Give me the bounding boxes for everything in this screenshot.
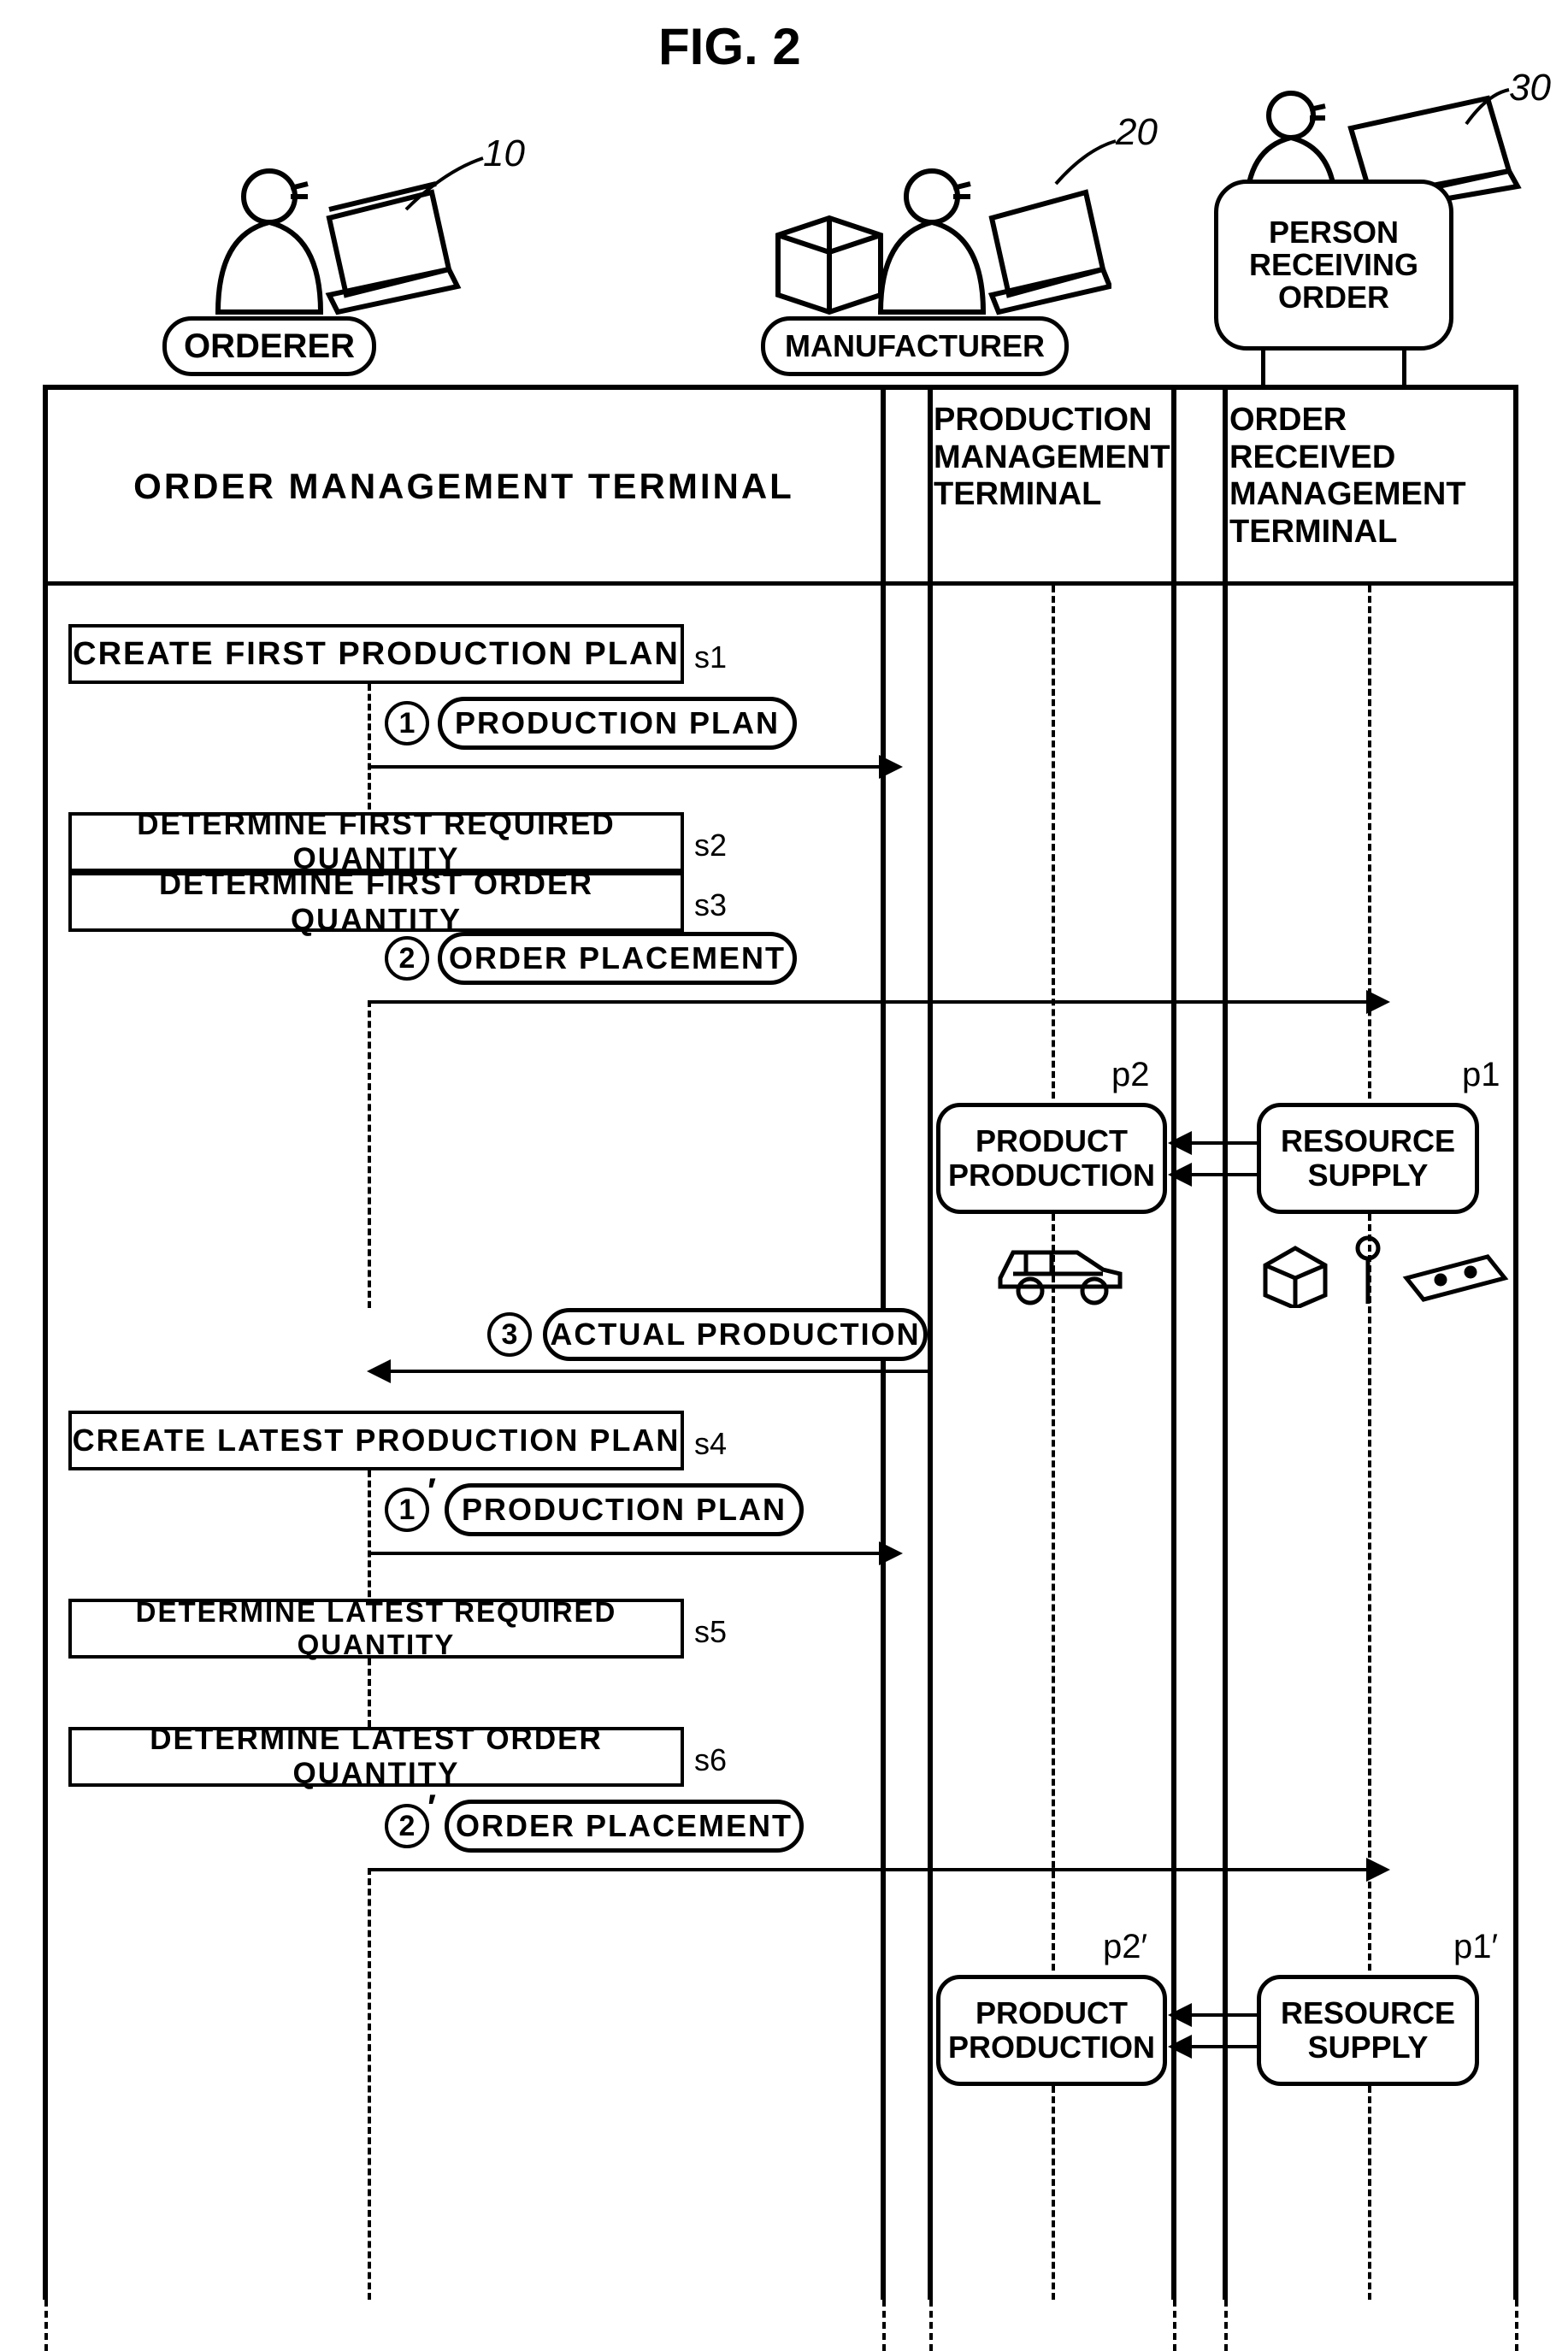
msg2p-prime: ′ bbox=[427, 1787, 436, 1828]
p2-arrow2a bbox=[1190, 2013, 1257, 2017]
ref-20: 20 bbox=[1116, 111, 1158, 154]
dash bbox=[44, 2300, 48, 2351]
msg1p-arrowhead bbox=[879, 1541, 903, 1565]
msg3-label: ACTUAL PRODUCTION bbox=[543, 1308, 928, 1361]
dash bbox=[1173, 2300, 1176, 2351]
connector-line bbox=[1402, 351, 1406, 385]
parts-icon bbox=[1257, 1231, 1513, 1308]
p-arrow1b bbox=[1190, 1173, 1257, 1176]
dash bbox=[929, 2300, 933, 2351]
lifeline-prod-3 bbox=[1052, 2086, 1055, 2300]
msg2p-label: ORDER PLACEMENT bbox=[445, 1800, 804, 1853]
msg3-arrowhead bbox=[367, 1359, 391, 1383]
lane-received-header: ORDER RECEIVED MANAGEMENT TERMINAL bbox=[1229, 402, 1512, 551]
step-s4-tag: s4 bbox=[694, 1426, 727, 1462]
lifeline-recv-3 bbox=[1368, 2086, 1371, 2300]
car-icon bbox=[992, 1231, 1129, 1308]
p2p-label: PRODUCT PRODUCTION bbox=[940, 1996, 1163, 2064]
actor-manufacturer-label: MANUFACTURER bbox=[761, 316, 1069, 376]
p2-arrow2a-head bbox=[1168, 2003, 1192, 2027]
msg2-number: 2 bbox=[385, 936, 429, 981]
msg1-label: PRODUCTION PLAN bbox=[438, 697, 797, 750]
ref-callout-30 bbox=[1462, 85, 1513, 128]
lifeline-order-4 bbox=[368, 1659, 371, 1727]
msg3-arrow-line bbox=[389, 1370, 929, 1373]
lane-production-header: PRODUCTION MANAGEMENT TERMINAL bbox=[934, 402, 1169, 514]
dash bbox=[1515, 2300, 1518, 2351]
diagram-canvas: FIG. 2 bbox=[0, 0, 1568, 2351]
msg3-number: 3 bbox=[487, 1312, 532, 1357]
connector-line bbox=[1261, 351, 1265, 385]
ref-callout-10 bbox=[402, 154, 487, 214]
p2-box: PRODUCT PRODUCTION bbox=[936, 1103, 1167, 1214]
p-arrow1a bbox=[1190, 1141, 1257, 1145]
lifeline-prod bbox=[1052, 586, 1055, 1099]
step-s6: DETERMINE LATEST ORDER QUANTITY bbox=[68, 1727, 684, 1787]
p2-label: PRODUCT PRODUCTION bbox=[940, 1124, 1163, 1192]
msg1-number: 1 bbox=[385, 701, 429, 745]
dash bbox=[1224, 2300, 1228, 2351]
lifeline-prod-2 bbox=[1052, 1214, 1055, 1971]
p1p-tag: p1′ bbox=[1453, 1928, 1498, 1966]
msg1p-arrow-line bbox=[369, 1552, 881, 1555]
p2-arrow2b-head bbox=[1168, 2035, 1192, 2059]
lane-v2b bbox=[928, 385, 933, 2300]
lane-hdr-sep bbox=[43, 581, 1513, 586]
p2-arrow2b bbox=[1190, 2045, 1257, 2048]
lane-v4 bbox=[1513, 385, 1518, 2300]
lane-order-header: ORDER MANAGEMENT TERMINAL bbox=[51, 466, 876, 507]
figure-title: FIG. 2 bbox=[658, 17, 801, 76]
p1-label: RESOURCE SUPPLY bbox=[1261, 1124, 1475, 1192]
lifeline-order-3 bbox=[368, 1470, 371, 1607]
ref-10: 10 bbox=[483, 133, 525, 175]
msg1p-prime: ′ bbox=[427, 1470, 436, 1511]
step-s2-tag: s2 bbox=[694, 828, 727, 863]
actor-orderer-label: ORDERER bbox=[162, 316, 376, 376]
msg2p-arrowhead bbox=[1366, 1858, 1390, 1882]
step-s2: DETERMINE FIRST REQUIRED QUANTITY bbox=[68, 812, 684, 872]
lifeline-recv bbox=[1368, 586, 1371, 1099]
p2-tag: p2 bbox=[1111, 1056, 1150, 1094]
p1-tag: p1 bbox=[1462, 1056, 1500, 1094]
step-s5-tag: s5 bbox=[694, 1614, 727, 1650]
lifeline-order-5 bbox=[368, 1868, 371, 2300]
lifeline-order-2 bbox=[368, 1000, 371, 1308]
step-s3-tag: s3 bbox=[694, 887, 727, 923]
p2p-tag: p2′ bbox=[1103, 1928, 1147, 1966]
msg2p-number: 2 bbox=[385, 1804, 429, 1848]
lane-top-border bbox=[43, 385, 1513, 390]
step-s3: DETERMINE FIRST ORDER QUANTITY bbox=[68, 872, 684, 932]
msg2p-arrow-line bbox=[369, 1868, 1368, 1871]
lane-v3b bbox=[1223, 385, 1228, 2300]
dash bbox=[882, 2300, 886, 2351]
p2p-box: PRODUCT PRODUCTION bbox=[936, 1975, 1167, 2086]
step-s5: DETERMINE LATEST REQUIRED QUANTITY bbox=[68, 1599, 684, 1659]
msg2-arrowhead bbox=[1366, 990, 1390, 1014]
msg1p-number: 1 bbox=[385, 1488, 429, 1532]
p1p-box: RESOURCE SUPPLY bbox=[1257, 1975, 1479, 2086]
ref-30: 30 bbox=[1509, 67, 1551, 109]
msg1-arrow-line bbox=[369, 765, 881, 769]
p1-box: RESOURCE SUPPLY bbox=[1257, 1103, 1479, 1214]
p-arrow1a-head bbox=[1168, 1131, 1192, 1155]
ref-callout-20 bbox=[1052, 137, 1120, 188]
step-s1-tag: s1 bbox=[694, 639, 727, 675]
step-s4: CREATE LATEST PRODUCTION PLAN bbox=[68, 1411, 684, 1470]
p-arrow1b-head bbox=[1168, 1163, 1192, 1187]
p1p-label: RESOURCE SUPPLY bbox=[1261, 1996, 1475, 2064]
step-s6-tag: s6 bbox=[694, 1742, 727, 1778]
msg1p-label: PRODUCTION PLAN bbox=[445, 1483, 804, 1536]
msg2-arrow-line bbox=[369, 1000, 1368, 1004]
msg1-arrowhead bbox=[879, 755, 903, 779]
actor-receiver-text: PERSON RECEIVING ORDER bbox=[1227, 216, 1441, 313]
step-s1: CREATE FIRST PRODUCTION PLAN bbox=[68, 624, 684, 684]
msg2-label: ORDER PLACEMENT bbox=[438, 932, 797, 985]
lane-v1 bbox=[43, 385, 48, 2300]
actor-receiver-label: PERSON RECEIVING ORDER bbox=[1214, 180, 1453, 351]
